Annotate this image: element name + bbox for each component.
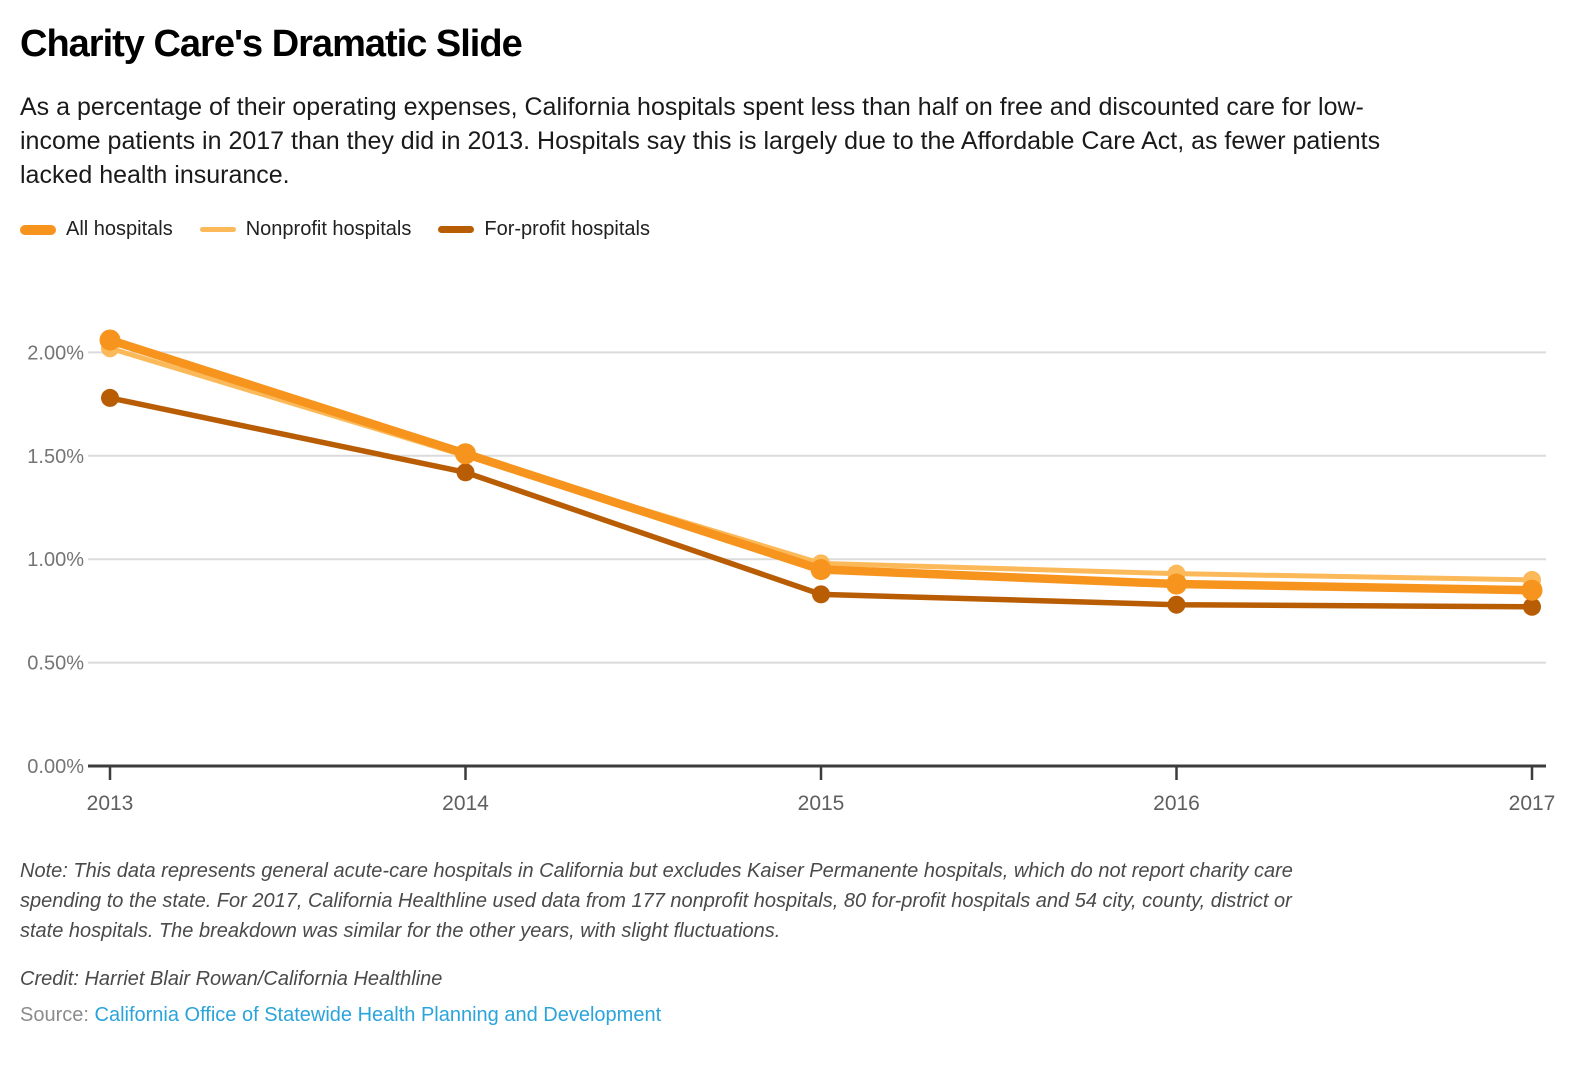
note-text: Note: This data represents general acute… bbox=[20, 860, 1293, 942]
y-tick-label: 0.50% bbox=[27, 653, 84, 675]
legend-label-forprofit: For-profit hospitals bbox=[484, 218, 650, 240]
series-point-forprofit bbox=[1167, 595, 1186, 614]
series-point-all bbox=[1521, 579, 1543, 601]
series-point-all bbox=[1166, 573, 1187, 595]
chart-title: Charity Care's Dramatic Slide bbox=[20, 23, 523, 65]
line-chart: 2013 2014 2015 2016 2017 0.00% 0.50% 1.00% 1.50%… bbox=[27, 329, 1556, 815]
source-line: Source: California Office of Statewide H… bbox=[20, 1004, 1560, 1027]
x-tick-label: 2014 bbox=[442, 792, 489, 815]
source-label: Source: bbox=[20, 1004, 89, 1026]
legend-label-all: All hospitals bbox=[66, 218, 173, 240]
series-point-forprofit bbox=[812, 585, 830, 604]
legend-swatch-all bbox=[20, 224, 56, 235]
chart-legend: All hospitals Nonprofit hospitals For-prof… bbox=[20, 218, 1560, 241]
legend-label-nonprofit: Nonprofit hospitals bbox=[245, 218, 412, 240]
y-tick-label: 1.50% bbox=[27, 446, 84, 468]
series-point-all bbox=[99, 329, 121, 351]
legend-item-all: All hospitals bbox=[20, 218, 173, 241]
x-tick-label: 2016 bbox=[1153, 792, 1200, 815]
source-link[interactable]: California Office of Statewide Health Pl… bbox=[94, 1004, 662, 1026]
series-point-forprofit bbox=[456, 463, 475, 482]
legend-item-forprofit: For-profit hospitals bbox=[438, 218, 650, 241]
series-point-forprofit bbox=[1523, 597, 1541, 616]
legend-swatch-forprofit bbox=[438, 226, 475, 233]
series-point-forprofit bbox=[101, 388, 119, 407]
legend-item-nonprofit: Nonprofit hospitals bbox=[199, 218, 412, 241]
x-tick-label: 2017 bbox=[1509, 792, 1556, 815]
series-line-nonprofit bbox=[107, 345, 1535, 583]
chart-subtitle: As a percentage of their operating expen… bbox=[20, 93, 1381, 189]
credit-text: Credit: Harriet Blair Rowan/California H… bbox=[20, 968, 443, 990]
series-line-all bbox=[105, 335, 1537, 595]
legend-swatch-nonprofit bbox=[199, 227, 236, 232]
y-tick-label: 0.00% bbox=[27, 756, 84, 778]
series-point-all bbox=[810, 559, 832, 581]
y-tick-label: 1.00% bbox=[27, 549, 84, 571]
y-tick-label: 2.00% bbox=[27, 342, 84, 364]
x-tick-label: 2013 bbox=[87, 792, 134, 815]
series-point-all bbox=[455, 443, 476, 465]
x-tick-label: 2015 bbox=[798, 792, 845, 815]
